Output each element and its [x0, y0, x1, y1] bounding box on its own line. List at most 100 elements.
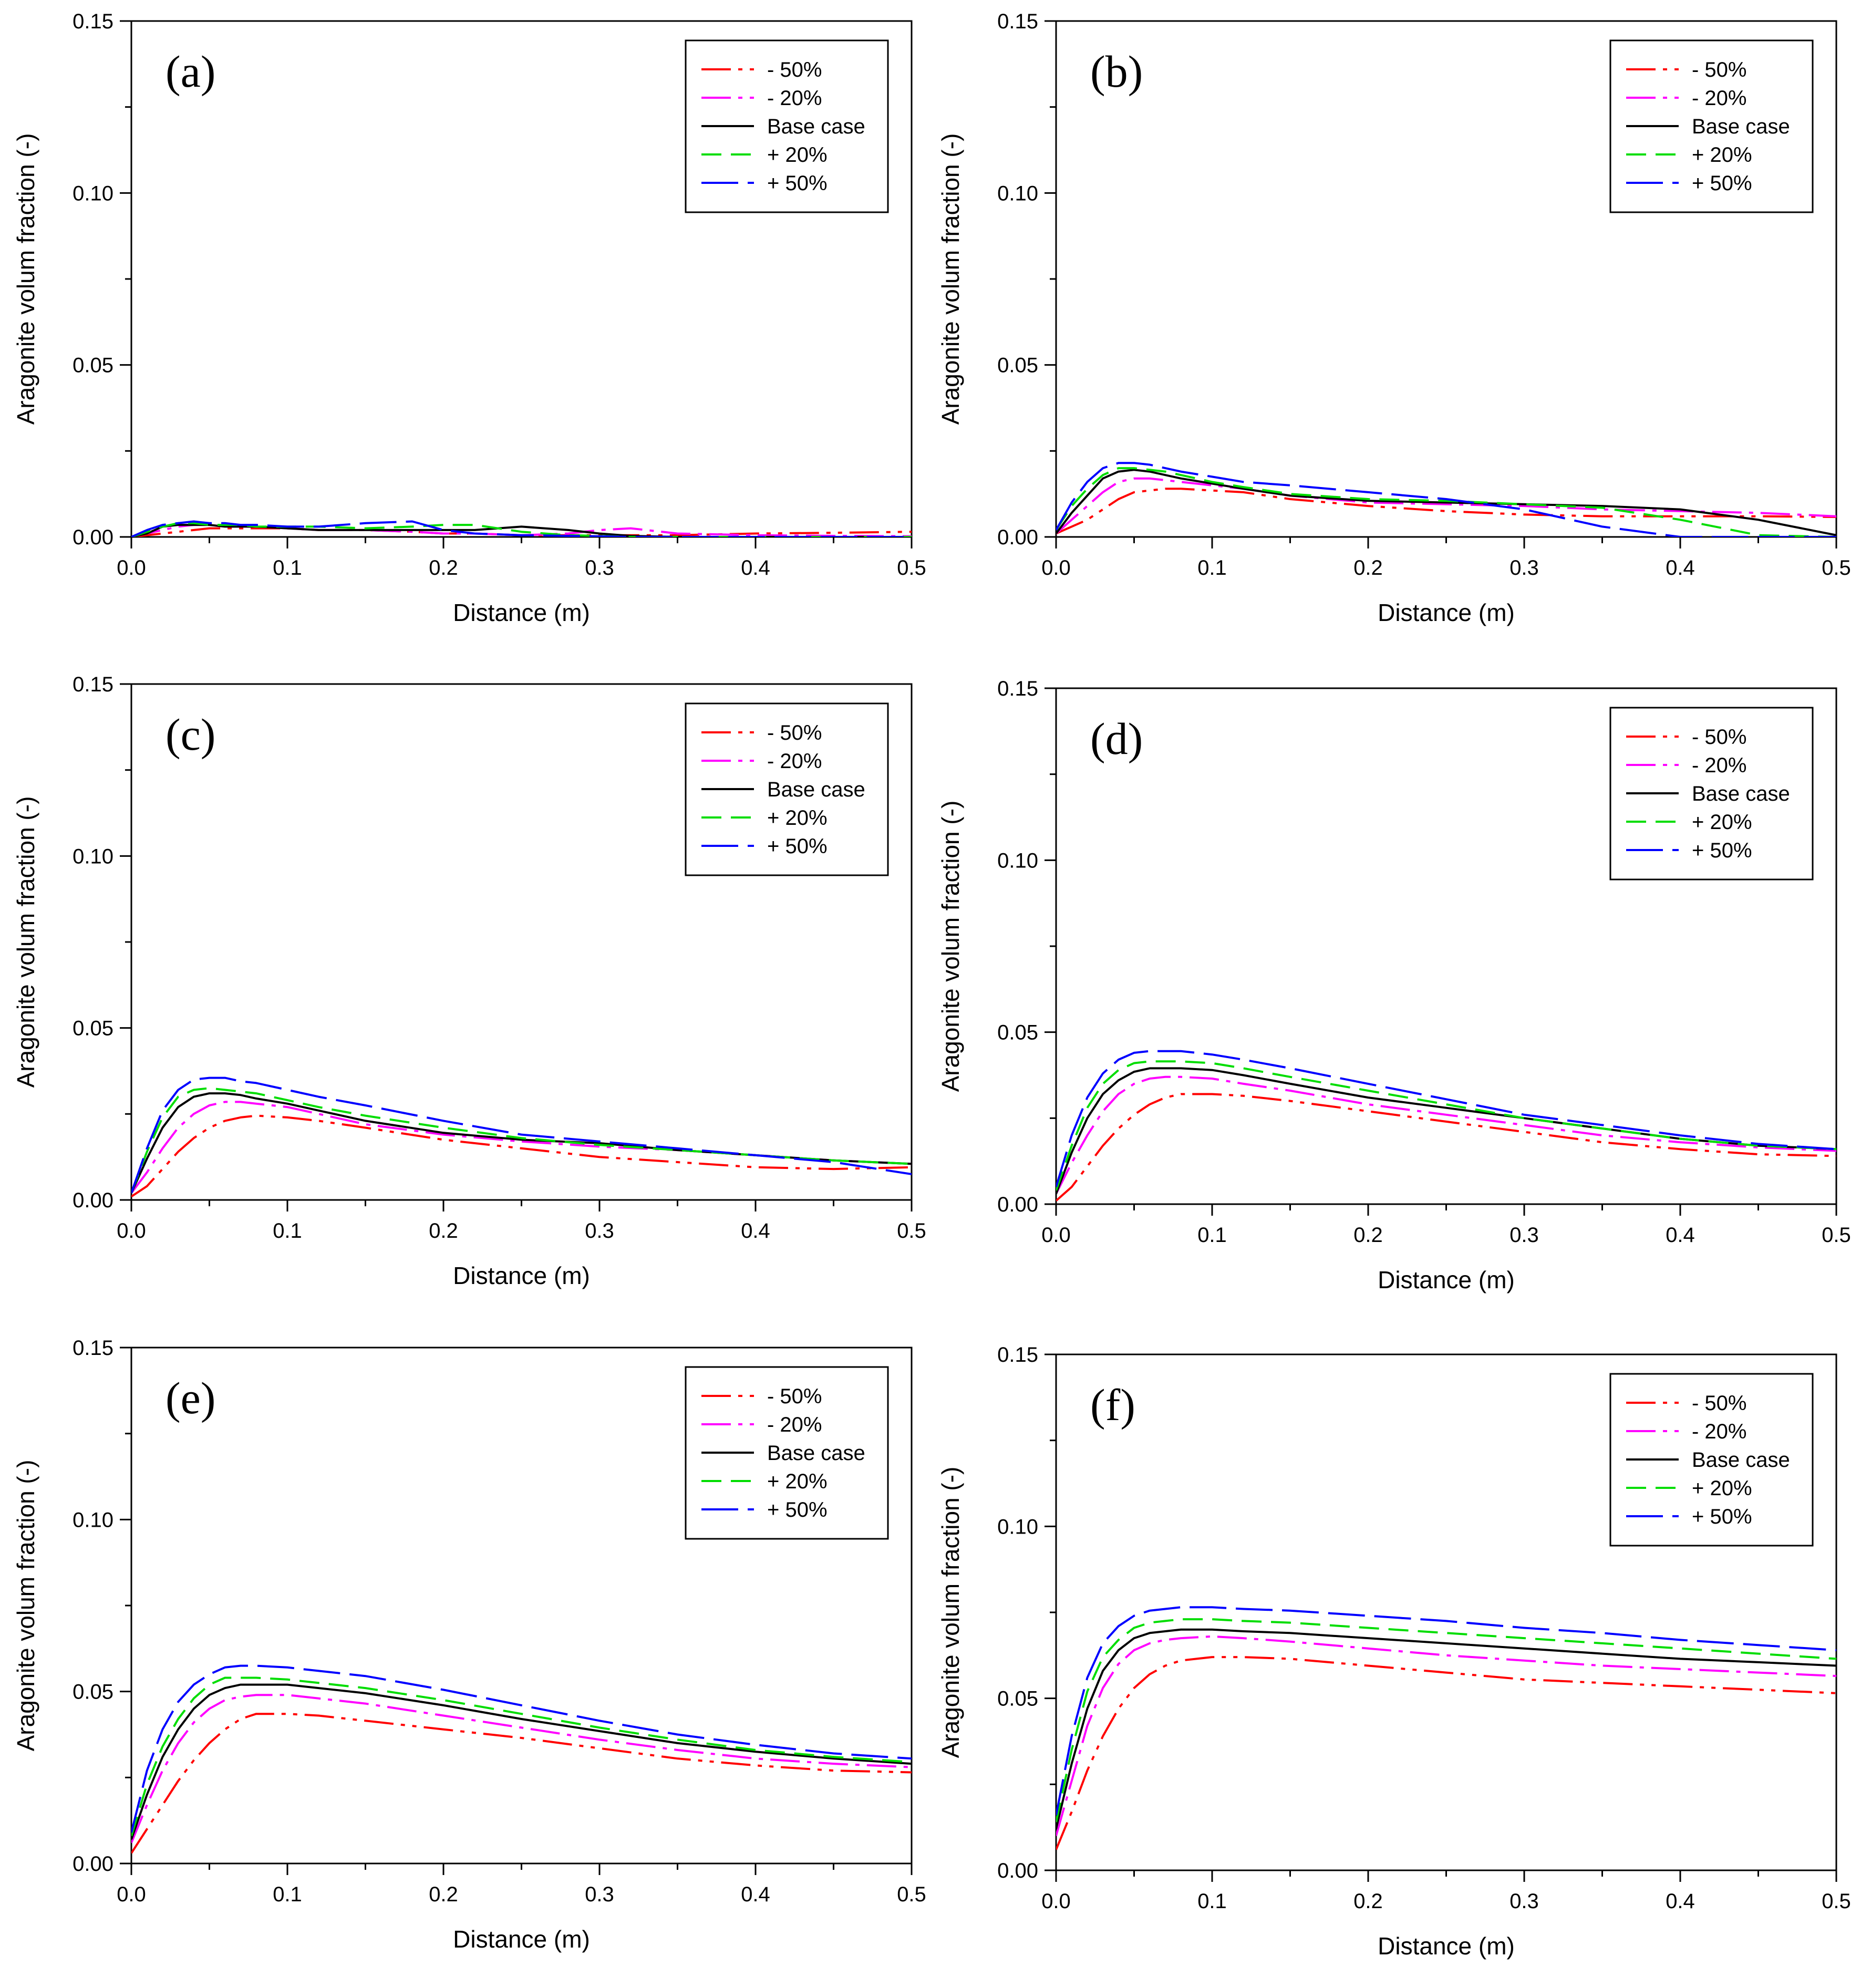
legend-label-plus50: + 50%	[767, 172, 828, 195]
y-tick-label: 0.15	[73, 1337, 113, 1360]
series-line-plus50	[131, 520, 912, 537]
x-tick-label: 0.5	[897, 556, 926, 579]
legend-label-minus50: - 50%	[1692, 1392, 1747, 1415]
x-tick-label: 0.0	[1041, 556, 1071, 579]
y-tick-label: 0.05	[73, 1017, 113, 1040]
series-line-plus20	[1056, 1618, 1836, 1823]
x-tick-label: 0.1	[273, 556, 302, 579]
x-tick-label: 0.3	[1510, 556, 1539, 579]
panel-label: (f)	[1090, 1380, 1135, 1430]
x-axis-label: Distance (m)	[1378, 599, 1515, 626]
x-tick-label: 0.5	[1822, 1224, 1851, 1247]
x-tick-label: 0.0	[117, 556, 146, 579]
x-tick-label: 0.4	[1666, 1224, 1695, 1247]
series-line-plus50	[131, 1076, 912, 1194]
y-tick-label: 0.05	[997, 354, 1038, 377]
y-tick-label: 0.00	[997, 1859, 1038, 1882]
chart-panel-4: 0.0 0.1 0.2 0.3 0.4 0.5 0.00 0.05 0.10 0.15 Distan…	[937, 677, 1851, 1293]
legend-label-base: Base case	[767, 1442, 865, 1465]
y-tick-label: 0.00	[997, 1193, 1038, 1216]
x-tick-label: 0.1	[1197, 1890, 1227, 1913]
y-tick-label: 0.00	[73, 526, 113, 549]
chart-panel-3: 0.0 0.1 0.2 0.3 0.4 0.5 0.00 0.05 0.10 0.15 Distan…	[12, 673, 926, 1289]
x-tick-label: 0.4	[741, 556, 770, 579]
y-axis-label: Aragonite volum fraction (-)	[937, 133, 964, 425]
x-tick-label: 0.3	[1510, 1224, 1539, 1247]
legend-label-plus50: + 50%	[767, 835, 828, 858]
legend: - 50% - 20% Base case + 20% + 50%	[1609, 707, 1814, 881]
x-tick-label: 0.0	[1041, 1890, 1071, 1913]
y-tick-label: 0.05	[73, 354, 113, 377]
legend-label-plus20: + 20%	[1692, 811, 1752, 834]
x-axis-label: Distance (m)	[453, 1262, 590, 1289]
series-line-minus20	[1056, 1635, 1836, 1837]
y-tick-label: 0.05	[997, 1021, 1038, 1044]
legend: - 50% - 20% Base case + 20% + 50%	[685, 39, 889, 213]
legend-label-plus50: + 50%	[1692, 839, 1752, 862]
legend-label-base: Base case	[1692, 115, 1790, 138]
x-tick-label: 0.3	[1510, 1890, 1539, 1913]
legend-label-plus50: + 50%	[1692, 1505, 1752, 1528]
x-tick-label: 0.2	[429, 1883, 458, 1906]
x-tick-label: 0.4	[741, 1883, 770, 1906]
chart-panel-6: 0.0 0.1 0.2 0.3 0.4 0.5 0.00 0.05 0.10 0.15 Distan…	[937, 1343, 1851, 1960]
series-line-plus20	[1056, 467, 1836, 537]
series-line-minus50	[1056, 1093, 1836, 1202]
series-group	[131, 520, 912, 537]
x-tick-label: 0.2	[1353, 1890, 1383, 1913]
series-group	[131, 1076, 912, 1198]
series-line-plus20	[1056, 1060, 1836, 1191]
series-group	[1056, 1606, 1836, 1850]
x-tick-label: 0.4	[741, 1219, 770, 1242]
x-tick-label: 0.5	[897, 1219, 926, 1242]
series-group	[1056, 462, 1836, 537]
x-tick-label: 0.1	[273, 1883, 302, 1906]
x-axis-label: Distance (m)	[1378, 1932, 1515, 1960]
x-tick-label: 0.2	[429, 556, 458, 579]
legend: - 50% - 20% Base case + 20% + 50%	[1609, 39, 1814, 213]
legend: - 50% - 20% Base case + 20% + 50%	[1609, 1373, 1814, 1547]
legend-label-minus50: - 50%	[767, 58, 822, 81]
series-line-plus20	[131, 1087, 912, 1194]
y-tick-label: 0.10	[73, 182, 113, 205]
x-tick-label: 0.4	[1666, 556, 1695, 579]
series-line-minus20	[1056, 1075, 1836, 1195]
chart-panel-5: 0.0 0.1 0.2 0.3 0.4 0.5 0.00 0.05 0.10 0.15 Distan…	[12, 1337, 926, 1953]
y-tick-label: 0.15	[73, 673, 113, 696]
legend-label-base: Base case	[1692, 782, 1790, 805]
legend-label-plus20: + 20%	[767, 1470, 828, 1493]
series-line-minus50	[131, 1114, 912, 1198]
x-tick-label: 0.1	[1197, 556, 1227, 579]
series-line-plus50	[1056, 462, 1836, 537]
y-tick-label: 0.00	[997, 526, 1038, 549]
y-axis-label: Aragonite volum fraction (-)	[937, 1467, 964, 1758]
legend-label-base: Base case	[767, 115, 865, 138]
legend-label-minus50: - 50%	[767, 1385, 822, 1408]
y-axis-label: Aragonite volum fraction (-)	[12, 1460, 39, 1752]
x-tick-label: 0.2	[1353, 1224, 1383, 1247]
y-tick-label: 0.15	[997, 677, 1038, 700]
x-tick-label: 0.1	[1197, 1224, 1227, 1247]
y-tick-label: 0.05	[997, 1687, 1038, 1711]
series-line-base	[131, 1683, 912, 1840]
legend-label-minus50: - 50%	[1692, 58, 1747, 81]
legend-label-minus20: - 20%	[1692, 754, 1747, 777]
legend-label-plus50: + 50%	[1692, 172, 1752, 195]
legend-label-plus50: + 50%	[767, 1498, 828, 1521]
series-line-plus20	[131, 1676, 912, 1837]
chart-panel-2: 0.0 0.1 0.2 0.3 0.4 0.5 0.00 0.05 0.10 0.15 Distan…	[937, 10, 1851, 626]
y-tick-label: 0.10	[997, 182, 1038, 205]
x-tick-label: 0.3	[585, 1883, 614, 1906]
x-tick-label: 0.5	[1822, 1890, 1851, 1913]
y-tick-label: 0.10	[997, 1515, 1038, 1538]
panel-label: (d)	[1090, 713, 1143, 764]
series-line-minus20	[131, 1694, 912, 1844]
y-tick-label: 0.10	[73, 845, 113, 868]
series-group	[131, 1664, 912, 1854]
y-axis-label: Aragonite volum fraction (-)	[12, 133, 39, 425]
legend-label-minus20: - 20%	[767, 87, 822, 110]
x-tick-label: 0.5	[897, 1883, 926, 1906]
x-tick-label: 0.0	[117, 1883, 146, 1906]
